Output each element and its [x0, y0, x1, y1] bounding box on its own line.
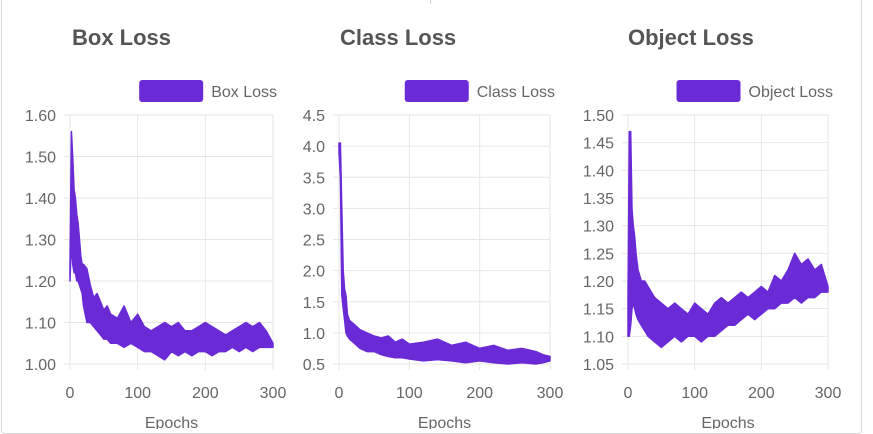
- x-tick-label: 300: [537, 385, 564, 402]
- y-tick-label: 1.30: [25, 233, 56, 250]
- x-tick-label: 0: [335, 385, 344, 402]
- x-tick-label: 100: [681, 385, 708, 402]
- y-tick-label: 1.10: [583, 329, 614, 346]
- x-tick-label: 200: [466, 385, 493, 402]
- y-tick-label: 1.60: [25, 108, 56, 125]
- y-tick-label: 4.5: [303, 108, 325, 125]
- y-tick-label: 1.20: [25, 274, 56, 291]
- series-line: [69, 130, 274, 361]
- x-tick-label: 100: [396, 385, 423, 402]
- y-tick-label: 1.40: [583, 163, 614, 180]
- class-loss-chart: 0.5 1.0 1.5 2.0 2.5 3.0 3.5 4.0 4.5 0 100 200 300 Epo…: [303, 80, 564, 429]
- x-tick-label: 300: [815, 385, 842, 402]
- object-loss-chart: 1.05 1.10 1.15 1.20 1.25 1.30 1.35 1.40 1.45 1.50…: [583, 80, 842, 429]
- x-tick-label: 300: [260, 385, 287, 402]
- x-axis-label: Epochs: [145, 415, 198, 429]
- y-tick-label: 1.5: [303, 295, 325, 312]
- legend-swatch: [404, 80, 469, 102]
- x-tick-label: 0: [624, 385, 633, 402]
- y-tick-label: 1.20: [583, 274, 614, 291]
- y-tick-label: 1.10: [25, 316, 56, 333]
- y-tick-label: 1.40: [25, 191, 56, 208]
- x-axis-label: Epochs: [701, 415, 754, 429]
- y-tick-label: 1.30: [583, 219, 614, 236]
- chart-title: Class Loss: [340, 25, 457, 50]
- y-tick-label: 3.5: [303, 170, 325, 187]
- y-tick-label: 1.25: [583, 246, 614, 263]
- y-tick-label: 1.00: [25, 357, 56, 374]
- x-tick-label: 200: [192, 385, 219, 402]
- class-loss-panel: Class Loss 0.5 1.0 1.5 2.0 2.5 3.0 3.5 4.0 4.5 0 1…: [283, 0, 573, 429]
- y-tick-label: 2.5: [303, 233, 325, 250]
- object-loss-panel: Object Loss 1.05 1.10 1.15 1.20 1.25 1.30 1.35…: [566, 0, 866, 429]
- y-tick-label: 1.0: [303, 326, 325, 343]
- series-line: [338, 142, 551, 365]
- x-axis-label: Epochs: [418, 415, 471, 429]
- chart-title: Object Loss: [628, 25, 754, 50]
- series-line: [627, 130, 829, 349]
- y-tick-label: 1.05: [583, 357, 614, 374]
- legend-label: Class Loss: [477, 84, 555, 101]
- y-tick-label: 2.0: [303, 264, 325, 281]
- x-tick-label: 100: [124, 385, 151, 402]
- top-divider-mark: [430, 0, 431, 4]
- chart-title: Box Loss: [72, 25, 172, 50]
- x-tick-label: 0: [66, 385, 75, 402]
- y-tick-label: 4.0: [303, 139, 325, 156]
- y-tick-label: 1.35: [583, 191, 614, 208]
- y-tick-label: 1.50: [583, 108, 614, 125]
- y-tick-label: 1.45: [583, 136, 614, 153]
- legend-label: Object Loss: [749, 84, 833, 101]
- y-tick-label: 3.0: [303, 201, 325, 218]
- legend-swatch: [139, 80, 204, 102]
- y-tick-label: 1.50: [25, 150, 56, 167]
- y-tick-label: 0.5: [303, 357, 325, 374]
- box-loss-chart: 1.00 1.10 1.20 1.30 1.40 1.50 1.60 0 100 200 300 Ep…: [25, 80, 287, 429]
- box-loss-panel: Box Loss 1.00 1.10 1.20 1.30 1.40 1.50 1.60 0 10…: [0, 0, 290, 429]
- x-tick-label: 200: [748, 385, 775, 402]
- legend-label: Box Loss: [211, 84, 277, 101]
- y-tick-label: 1.15: [583, 302, 614, 319]
- legend-swatch: [676, 80, 741, 102]
